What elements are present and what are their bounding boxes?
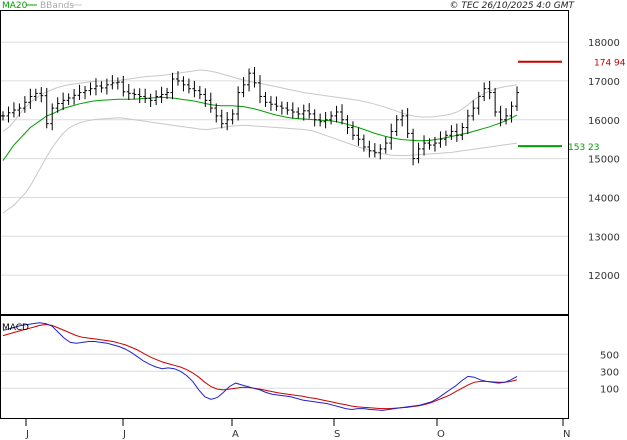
macd-y-tick-label: 500	[600, 350, 619, 361]
macd-signal-line	[2, 323, 518, 410]
macd-panel-frame	[0, 315, 569, 419]
macd-line	[2, 322, 518, 411]
x-tick-label: S	[334, 429, 340, 440]
x-tick-label: J	[25, 429, 29, 440]
price-panel-frame	[0, 10, 569, 315]
macd-y-tick-label: 100	[600, 384, 619, 395]
x-tick-label: J	[122, 429, 126, 440]
price-tag-high-label: 174 94	[594, 59, 626, 69]
macd-marks	[2, 322, 518, 411]
price-tag-low-label: 153 23	[568, 143, 600, 153]
price-gridlines	[1, 41, 568, 276]
price-y-tick-label: 17000	[588, 77, 620, 88]
price-y-tick-label: 12000	[588, 271, 620, 282]
price-y-tick-label: 15000	[588, 155, 620, 166]
price-y-tick-label: 14000	[588, 193, 620, 204]
macd-gridlines	[1, 353, 568, 389]
macd-y-tick-label: 300	[600, 367, 619, 378]
price-marks	[1, 66, 519, 214]
y-axis-labels: 12000 13000 14000 15000 16000 17000 18000 100 30…	[588, 38, 620, 395]
x-tick-label: N	[563, 429, 570, 440]
legend-ma20: MA20	[2, 1, 28, 11]
price-tags: 174 94 153 23	[518, 59, 626, 153]
price-y-tick-label: 13000	[588, 232, 620, 243]
price-y-tick-label: 16000	[588, 116, 620, 127]
macd-panel-title: MACD	[2, 323, 29, 333]
ma20-line	[2, 96, 518, 161]
price-y-tick-label: 18000	[588, 38, 620, 49]
x-tick-label: A	[232, 429, 239, 440]
x-tick-label: O	[437, 429, 445, 440]
copyright-notice: © TEC 26/10/2025 4:0 GMT	[449, 1, 575, 11]
legend-bbands: BBands	[40, 1, 74, 11]
bbands-lower-line	[2, 117, 518, 214]
